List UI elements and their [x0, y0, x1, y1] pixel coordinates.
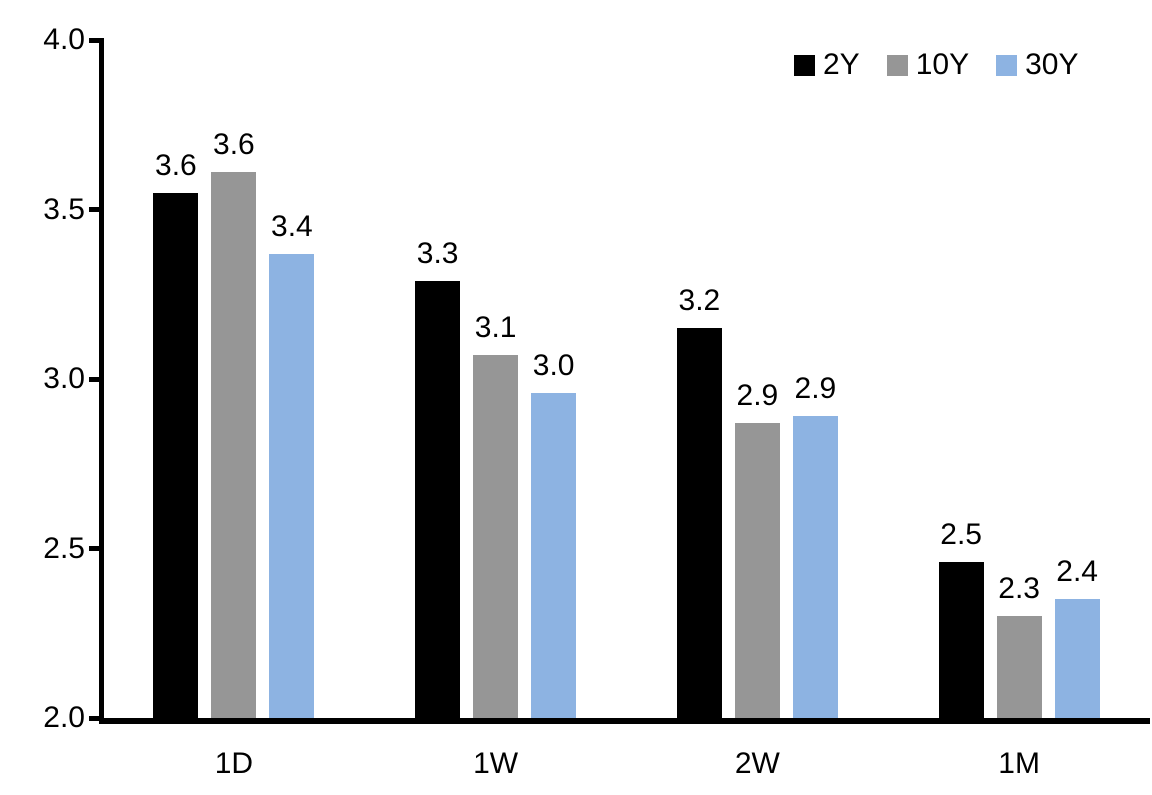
- y-tick-mark: [89, 207, 104, 212]
- bar-10y-2w: [734, 423, 780, 718]
- legend-item-10y: 10Y: [886, 48, 970, 81]
- bar-10y-1d: [211, 172, 257, 718]
- bar-2y-1d: [153, 192, 199, 718]
- legend-label-30y: 30Y: [1025, 48, 1079, 81]
- bar-value-label-10y-1w: 3.1: [474, 311, 517, 345]
- x-axis-label-1w: 1W: [473, 747, 519, 780]
- bar-2y-1w: [415, 280, 461, 718]
- legend-item-2y: 2Y: [794, 50, 860, 80]
- bar-value-label-30y-1d: 3.4: [271, 209, 313, 243]
- bar-2y-2w: [676, 328, 722, 718]
- bar-value-label-10y-1m: 2.3: [998, 572, 1040, 606]
- y-tick-label: 2.0: [43, 701, 85, 734]
- y-tick-mark: [89, 376, 104, 382]
- bar-value-label-30y-1w: 3.0: [532, 348, 575, 382]
- legend: 2Y 10Y 30Y: [794, 50, 1078, 80]
- legend-swatch-10y: [886, 54, 908, 76]
- bar-value-label-30y-2w: 2.9: [794, 372, 837, 406]
- y-tick-label: 2.5: [43, 531, 85, 565]
- bar-value-label-2y-1m: 2.5: [940, 518, 982, 552]
- bar-value-label-30y-1m: 2.4: [1056, 555, 1098, 589]
- bar-value-label-10y-2w: 2.9: [736, 379, 779, 413]
- bar-30y-1m: [1054, 599, 1100, 718]
- bar-value-label-2y-1d: 3.6: [155, 148, 197, 182]
- x-axis-label-2w: 2W: [734, 747, 780, 780]
- y-tick-mark: [89, 37, 104, 43]
- y-tick-label: 3.0: [43, 362, 85, 395]
- x-axis-line: [99, 718, 1150, 724]
- x-axis-label-1d: 1D: [214, 747, 254, 780]
- legend-item-30y: 30Y: [996, 50, 1078, 80]
- bar-30y-1d: [269, 253, 315, 718]
- legend-swatch-30y: [996, 54, 1018, 76]
- y-tick-label: 4.0: [43, 23, 85, 56]
- bar-10y-1m: [996, 616, 1042, 718]
- legend-label-2y: 2Y: [823, 48, 860, 81]
- y-tick-mark: [89, 715, 104, 721]
- bar-value-label-2y-1w: 3.3: [416, 236, 459, 270]
- bar-10y-1w: [473, 355, 519, 718]
- bar-30y-1w: [531, 392, 577, 718]
- bar-30y-2w: [792, 416, 838, 718]
- y-tick-mark: [89, 546, 104, 551]
- bar-value-label-2y-2w: 3.2: [678, 284, 721, 318]
- bar-value-label-10y-1d: 3.6: [213, 128, 255, 162]
- x-axis-label-1m: 1M: [998, 747, 1040, 780]
- legend-label-10y: 10Y: [915, 48, 970, 81]
- y-tick-label: 3.5: [43, 192, 85, 226]
- bar-2y-1m: [938, 562, 984, 718]
- legend-swatch-2y: [794, 54, 815, 76]
